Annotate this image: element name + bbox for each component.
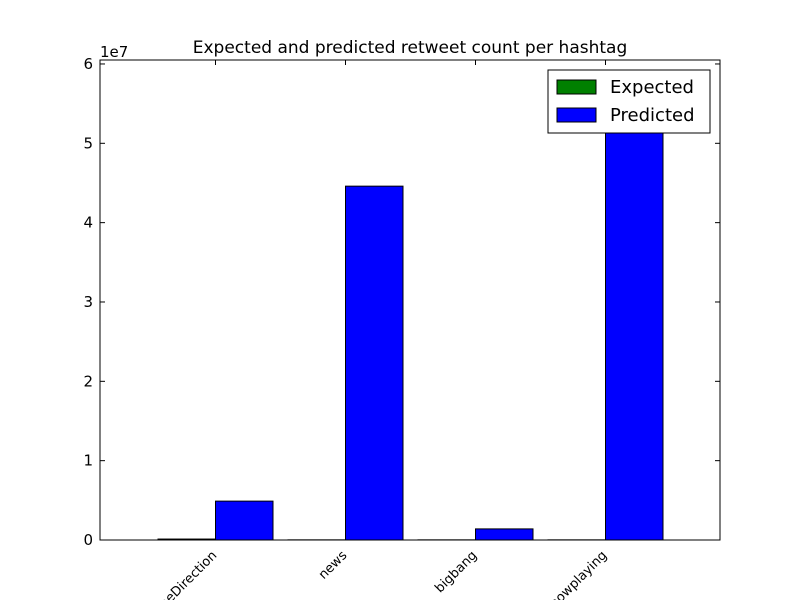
y-tick-label: 4: [83, 214, 93, 232]
axes-frame: [99, 59, 721, 541]
y-offset-label: 1e7: [100, 43, 128, 61]
bar-predicted-news: [345, 185, 404, 541]
bar-predicted-bigbang: [475, 528, 534, 541]
y-tick-label: 3: [83, 293, 93, 311]
y-tick-label: 5: [83, 134, 93, 152]
bar-predicted-nowplaying: [605, 130, 664, 541]
y-tick-label: 1: [83, 452, 93, 470]
legend: Expected Predicted: [547, 69, 711, 134]
legend-swatch-predicted: [556, 107, 597, 123]
y-tick-label: 0: [83, 531, 93, 549]
y-tick-label: 6: [83, 55, 93, 73]
chart-title: Expected and predicted retweet count per…: [193, 38, 628, 58]
legend-label-predicted: Predicted: [610, 105, 695, 126]
y-tick-label: 2: [83, 372, 93, 390]
bar-predicted-onedirection: [215, 500, 274, 541]
legend-label-expected: Expected: [610, 77, 694, 98]
legend-swatch-expected: [556, 79, 597, 95]
